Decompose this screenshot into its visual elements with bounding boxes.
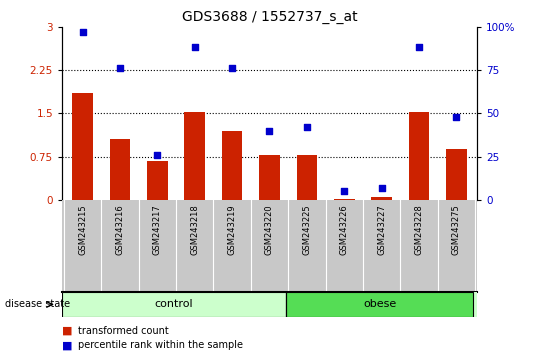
Text: ■: ■ (62, 340, 72, 350)
Bar (296, 155, 317, 200)
Bar (147, 161, 168, 200)
Bar (286, 292, 473, 317)
Text: obese: obese (363, 299, 396, 309)
Bar (409, 112, 430, 200)
Point (452, 114, 461, 120)
Point (265, 128, 274, 133)
Text: GSM243226: GSM243226 (340, 205, 349, 255)
Bar (184, 112, 205, 200)
Point (190, 45, 199, 50)
Text: percentile rank within the sample: percentile rank within the sample (78, 340, 243, 350)
Title: GDS3688 / 1552737_s_at: GDS3688 / 1552737_s_at (182, 10, 357, 24)
Point (228, 65, 237, 71)
Text: GSM243220: GSM243220 (265, 205, 274, 255)
Text: transformed count: transformed count (78, 326, 169, 336)
Text: GSM243227: GSM243227 (377, 205, 386, 255)
Text: ■: ■ (62, 326, 72, 336)
Bar (334, 199, 355, 200)
Text: GSM243219: GSM243219 (227, 205, 237, 255)
Bar (222, 131, 243, 200)
Text: disease state: disease state (5, 299, 71, 309)
Point (414, 45, 423, 50)
Text: GSM243228: GSM243228 (414, 205, 424, 255)
Bar (72, 93, 93, 200)
Bar (446, 149, 467, 200)
Text: GSM243275: GSM243275 (452, 205, 461, 255)
Point (377, 185, 386, 191)
Bar (259, 155, 280, 200)
Text: GSM243217: GSM243217 (153, 205, 162, 255)
Bar (109, 139, 130, 200)
Text: GSM243215: GSM243215 (78, 205, 87, 255)
Point (302, 124, 311, 130)
Text: control: control (155, 299, 194, 309)
Point (153, 152, 162, 158)
Point (116, 65, 125, 71)
Point (78, 29, 87, 35)
Text: GSM243225: GSM243225 (302, 205, 312, 255)
Point (340, 188, 349, 194)
Bar (371, 197, 392, 200)
Text: GSM243216: GSM243216 (115, 205, 125, 255)
Text: GSM243218: GSM243218 (190, 205, 199, 255)
Bar (62, 292, 286, 317)
